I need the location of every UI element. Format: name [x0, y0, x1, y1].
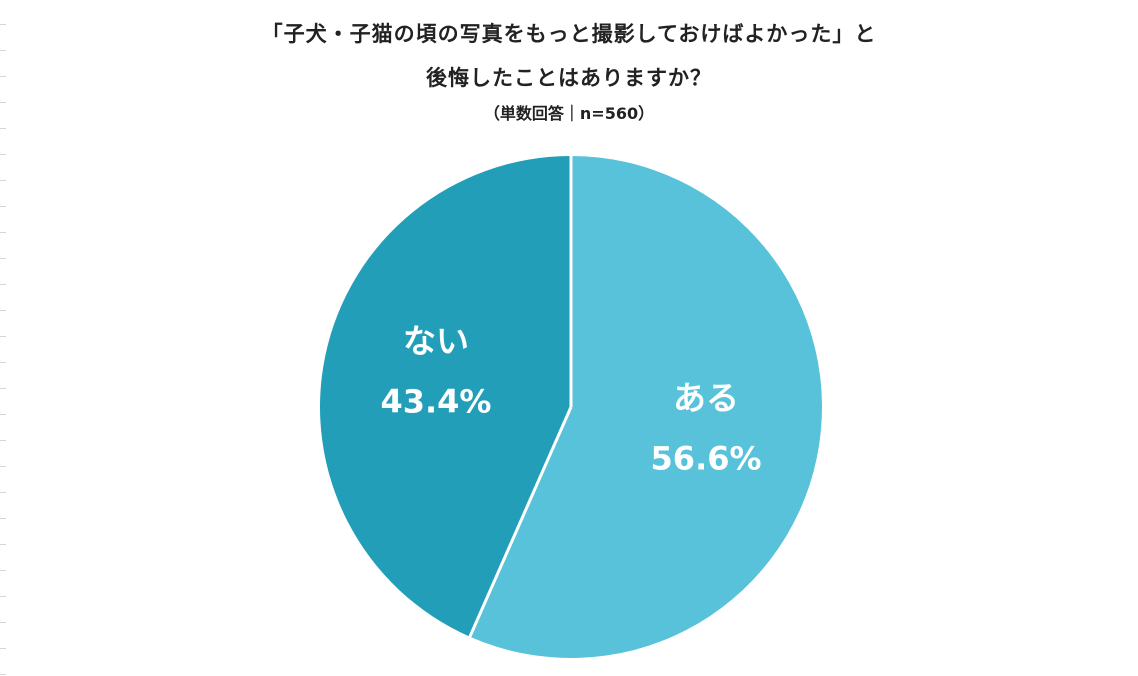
slice-label-nai: ない — [403, 322, 469, 361]
slice-value-nai: 43.4% — [380, 383, 491, 421]
left-edge-ticks — [0, 0, 6, 676]
chart-title-line-1: 「子犬・子猫の頃の写真をもっと撮影しておけばよかった」と — [261, 22, 877, 46]
chart-subtitle: （単数回答｜n=560） — [483, 104, 655, 123]
chart-title-line-2: 後悔したことはありますか？ — [426, 66, 712, 90]
slice-label-aru: ある — [673, 378, 739, 417]
pie-slice-aru — [469, 156, 823, 659]
slice-value-aru: 56.6% — [651, 439, 762, 477]
slice-separator — [468, 406, 573, 639]
pie-slice-nai — [320, 156, 571, 637]
